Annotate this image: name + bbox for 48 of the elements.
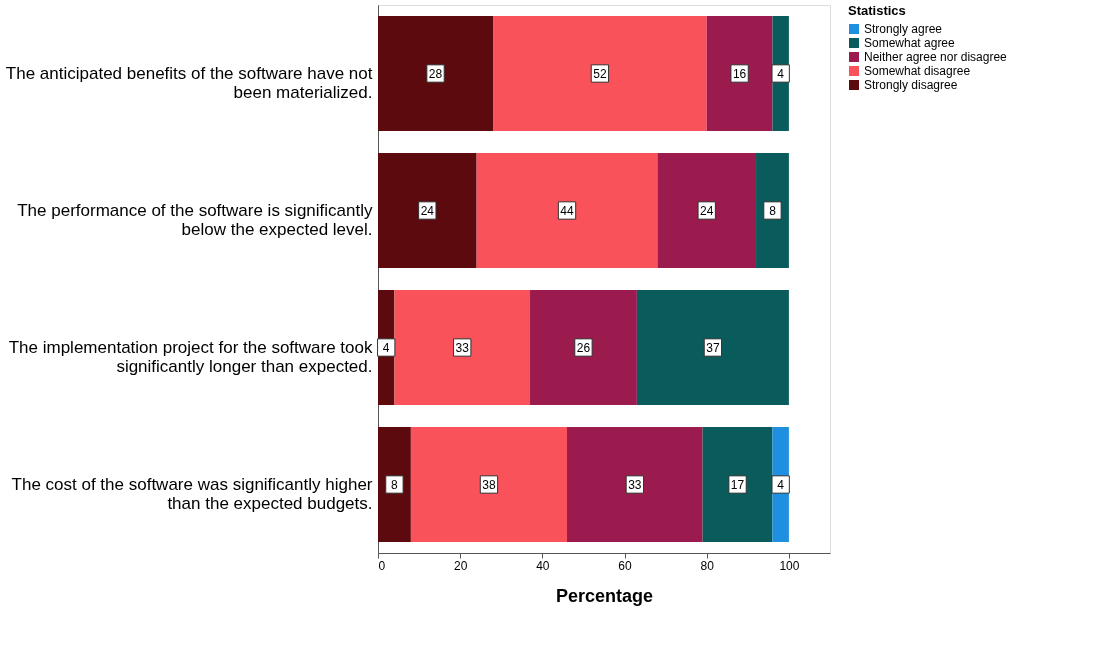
data-label: 17 <box>730 477 745 492</box>
data-label: 4 <box>777 477 785 492</box>
x-tick-label: 0 <box>378 558 386 573</box>
legend-title: Statistics <box>848 3 906 18</box>
x-tick-label: 100 <box>779 558 800 573</box>
y-tick-label: The implementation project for the software took significantly longer than expected. <box>8 337 373 376</box>
x-tick-label: 20 <box>454 558 468 573</box>
bar <box>493 16 707 131</box>
x-tick-label: 80 <box>700 558 715 573</box>
data-label: 16 <box>732 66 747 81</box>
bar <box>702 427 773 542</box>
y-tick-label: The anticipated benefits of the software have not been materialized. <box>5 63 373 102</box>
bar <box>756 153 789 268</box>
data-label: 4 <box>777 66 785 81</box>
data-label: 24 <box>420 203 435 218</box>
bar <box>530 290 637 405</box>
legend-label: Somewhat disagree <box>864 64 971 78</box>
bar <box>567 427 703 542</box>
data-label: 8 <box>769 203 777 218</box>
legend-label: Strongly disagree <box>864 78 958 92</box>
bar <box>636 290 789 405</box>
data-label: 37 <box>706 340 720 355</box>
legend-label: Strongly agree <box>864 22 943 36</box>
data-label: 8 <box>391 477 399 492</box>
x-tick-label: 40 <box>536 558 550 573</box>
data-label: 33 <box>455 340 470 355</box>
data-label: 28 <box>428 66 443 81</box>
bar <box>378 427 411 542</box>
data-label: 52 <box>593 66 607 81</box>
bar <box>394 290 531 405</box>
bar <box>706 16 773 131</box>
bar <box>410 427 568 542</box>
bar <box>378 153 477 268</box>
bar <box>476 153 658 268</box>
data-label: 38 <box>482 477 496 492</box>
bar <box>657 153 757 268</box>
legend-label: Neither agree nor disagree <box>864 50 1008 64</box>
legend-label: Somewhat agree <box>864 36 956 50</box>
data-label: 4 <box>382 340 390 355</box>
data-label: 33 <box>628 477 642 492</box>
data-label: 26 <box>576 340 591 355</box>
y-tick-label: The cost of the software was significantly higher than the expected budgets. <box>11 474 373 513</box>
data-label: 44 <box>560 203 575 218</box>
x-tick-label: 60 <box>618 558 633 573</box>
y-tick-label: The performance of the software is significantly below the expected level. <box>17 200 373 239</box>
bar <box>378 16 494 131</box>
x-axis-title: Percentage <box>555 585 654 606</box>
data-label: 24 <box>700 203 714 218</box>
